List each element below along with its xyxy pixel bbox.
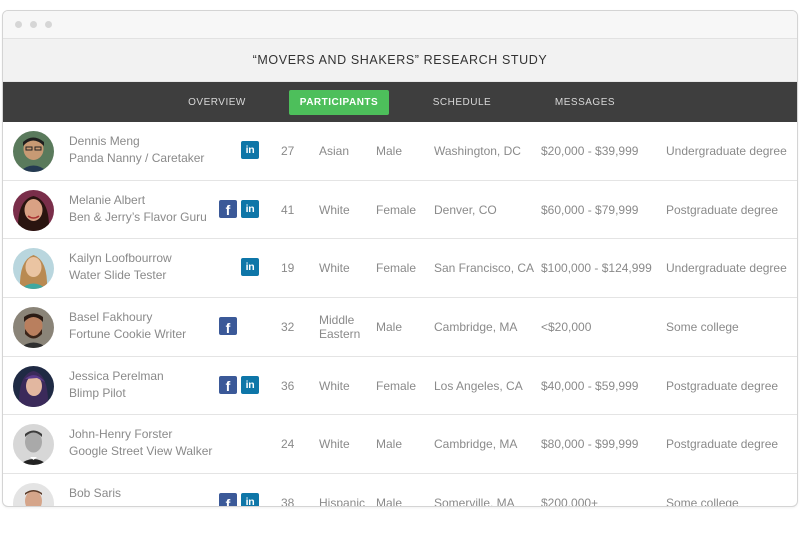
income: $60,000 - $79,999 bbox=[541, 202, 639, 217]
income: $200,000+ bbox=[541, 496, 599, 507]
avatar bbox=[13, 365, 54, 407]
participant-name[interactable]: Jessica Perelman bbox=[69, 368, 164, 383]
participant-job: Panda Nanny / Caretaker bbox=[69, 151, 205, 165]
location: Somerville, MA bbox=[434, 496, 515, 507]
participant-name[interactable]: Melanie Albert bbox=[69, 192, 146, 207]
participant-name[interactable]: Dennis Meng bbox=[69, 134, 140, 148]
participant-job: Water Slide Tester bbox=[69, 268, 167, 283]
age: 36 bbox=[281, 378, 295, 393]
gender: Female bbox=[376, 202, 417, 217]
gender: Male bbox=[376, 320, 403, 335]
education: Postgraduate degree bbox=[666, 437, 779, 452]
facebook-icon[interactable]: f bbox=[219, 317, 237, 336]
gender: Male bbox=[376, 144, 403, 158]
window-dot-icon bbox=[45, 21, 52, 28]
age: 32 bbox=[281, 320, 295, 335]
tab-schedule[interactable]: SCHEDULE bbox=[432, 97, 492, 108]
avatar bbox=[13, 189, 54, 231]
participant-row[interactable]: Jessica Perelman Blimp Pilot f in 36 Whi… bbox=[3, 357, 797, 416]
age: 41 bbox=[281, 202, 295, 217]
linkedin-icon[interactable]: in bbox=[241, 493, 259, 506]
participant-name[interactable]: Bob Saris bbox=[69, 486, 122, 501]
education: Postgraduate degree bbox=[666, 202, 779, 217]
location: Washington, DC bbox=[434, 144, 521, 158]
participant-name[interactable]: John-Henry Forster bbox=[69, 427, 173, 442]
participant-row[interactable]: Basel Fakhoury Fortune Cookie Writer f 3… bbox=[3, 298, 797, 357]
linkedin-icon[interactable]: in bbox=[241, 141, 259, 159]
location: San Francisco, CA bbox=[434, 261, 535, 276]
browser-window: “MOVERS AND SHAKERS” RESEARCH STUDY OVER… bbox=[2, 10, 798, 507]
ethnicity: Hispanic bbox=[319, 496, 366, 507]
ethnicity: White bbox=[319, 202, 350, 217]
ethnicity-line: Middle bbox=[319, 313, 355, 328]
study-title: “MOVERS AND SHAKERS” RESEARCH STUDY bbox=[252, 53, 548, 67]
participant-job: Google Street View Walker bbox=[69, 444, 213, 459]
main-nav: OVERVIEW PARTICIPANTS SCHEDULE MESSAGES bbox=[3, 82, 797, 122]
linkedin-icon[interactable]: in bbox=[241, 199, 259, 218]
age: 38 bbox=[281, 496, 295, 507]
avatar bbox=[13, 483, 54, 506]
income: $20,000 - $39,999 bbox=[541, 144, 639, 158]
income: $100,000 - $124,999 bbox=[541, 261, 652, 276]
income: $40,000 - $59,999 bbox=[541, 378, 639, 393]
social-links: f in bbox=[219, 375, 259, 394]
avatar bbox=[13, 131, 54, 172]
avatar bbox=[13, 424, 54, 466]
age: 24 bbox=[281, 437, 295, 452]
linkedin-icon[interactable]: in bbox=[241, 375, 259, 394]
gender: Female bbox=[376, 378, 417, 393]
participant-row[interactable]: Bob Saris f in 38 Hispanic Male Somervil… bbox=[3, 474, 797, 507]
location: Cambridge, MA bbox=[434, 437, 518, 452]
study-title-bar: “MOVERS AND SHAKERS” RESEARCH STUDY bbox=[3, 39, 797, 82]
gender: Male bbox=[376, 496, 403, 507]
window-chrome bbox=[3, 11, 797, 39]
location: Denver, CO bbox=[434, 202, 497, 217]
location: Los Angeles, CA bbox=[434, 378, 523, 393]
participant-name[interactable]: Kailyn Loofbourrow bbox=[69, 251, 172, 266]
education: Postgraduate degree bbox=[666, 378, 779, 393]
age: 19 bbox=[281, 261, 295, 276]
participant-job: Ben & Jerry’s Flavor Guru bbox=[69, 209, 207, 224]
ethnicity: White bbox=[319, 261, 350, 276]
facebook-icon[interactable]: f bbox=[219, 493, 237, 506]
participant-name[interactable]: Basel Fakhoury bbox=[69, 310, 153, 325]
social-links: in bbox=[241, 141, 259, 159]
facebook-icon[interactable]: f bbox=[219, 199, 237, 218]
avatar bbox=[13, 248, 54, 290]
ethnicity-line: Eastern bbox=[319, 327, 361, 342]
participant-row[interactable]: Dennis Meng Panda Nanny / Caretaker in 2… bbox=[3, 122, 797, 181]
participant-job: Blimp Pilot bbox=[69, 385, 126, 400]
gender: Male bbox=[376, 437, 403, 452]
location: Cambridge, MA bbox=[434, 320, 518, 335]
social-links: f bbox=[219, 317, 237, 336]
ethnicity: Middle Eastern bbox=[319, 313, 369, 341]
avatar bbox=[13, 307, 54, 349]
ethnicity: Asian bbox=[319, 144, 350, 158]
ethnicity: White bbox=[319, 437, 350, 452]
participant-row[interactable]: Melanie Albert Ben & Jerry’s Flavor Guru… bbox=[3, 181, 797, 240]
tab-overview[interactable]: OVERVIEW bbox=[188, 97, 246, 108]
education: Undergraduate degree bbox=[666, 261, 787, 276]
education: Some college bbox=[666, 320, 739, 335]
ethnicity: White bbox=[319, 378, 350, 393]
participant-job: Fortune Cookie Writer bbox=[69, 327, 187, 342]
window-dot-icon bbox=[15, 21, 22, 28]
education: Undergraduate degree bbox=[666, 144, 787, 158]
participant-row[interactable]: John-Henry Forster Google Street View Wa… bbox=[3, 415, 797, 475]
social-links: f in bbox=[219, 199, 259, 218]
gender: Female bbox=[376, 261, 417, 276]
window-dot-icon bbox=[30, 21, 37, 28]
tab-messages[interactable]: MESSAGES bbox=[554, 97, 616, 108]
income: <$20,000 bbox=[541, 320, 592, 335]
age: 27 bbox=[281, 144, 295, 158]
social-links: in bbox=[241, 258, 259, 277]
participants-list: Dennis Meng Panda Nanny / Caretaker in 2… bbox=[3, 122, 797, 507]
social-links: f in bbox=[219, 493, 259, 506]
facebook-icon[interactable]: f bbox=[219, 375, 237, 394]
income: $80,000 - $99,999 bbox=[541, 437, 639, 452]
tab-participants[interactable]: PARTICIPANTS bbox=[289, 90, 389, 115]
participant-row[interactable]: Kailyn Loofbourrow Water Slide Tester in… bbox=[3, 239, 797, 299]
linkedin-icon[interactable]: in bbox=[241, 258, 259, 277]
education: Some college bbox=[666, 496, 739, 507]
